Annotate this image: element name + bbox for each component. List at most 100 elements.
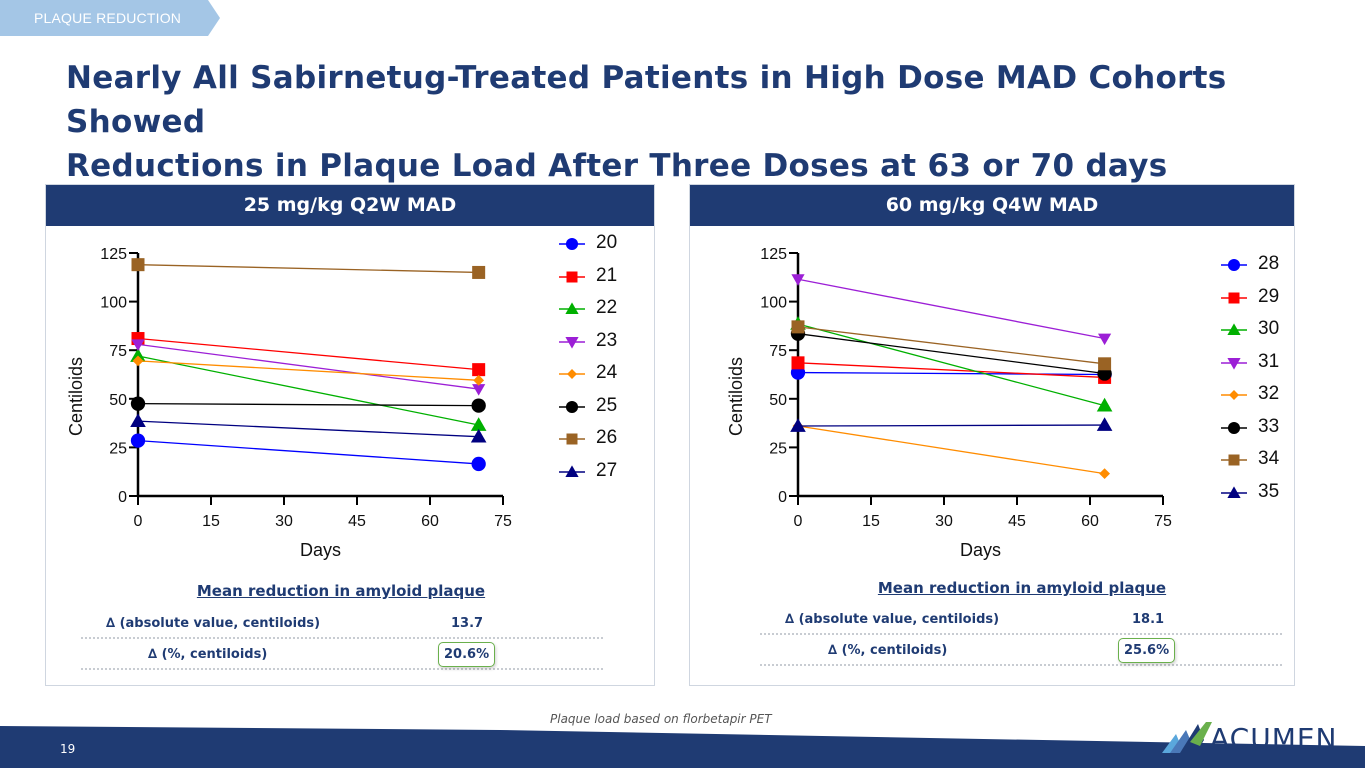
data-point: [1099, 468, 1110, 480]
y-tick-label: 0: [778, 489, 787, 506]
legend-item-33: 33: [1218, 415, 1298, 438]
stat-label-percent: ∆ (%, centiloids): [148, 647, 268, 662]
legend-marker-icon: [559, 271, 585, 282]
x-tick-label: 0: [794, 513, 803, 530]
panel-25mgkg: 25 mg/kg Q2W MAD 0 25 50 75 100 125 0 15 30 45 60 7…: [45, 184, 655, 686]
legend-label: 29: [1258, 285, 1280, 307]
legend-marker: [565, 302, 579, 314]
panel-header: 60 mg/kg Q4W MAD: [690, 185, 1294, 226]
stat-label-percent: ∆ (%, centiloids): [828, 643, 948, 658]
series-29: [791, 356, 1112, 384]
stats-title: Mean reduction in amyloid plaque: [196, 582, 486, 600]
y-tick-label: 125: [760, 246, 787, 263]
page-number: 19: [60, 742, 76, 756]
legend-marker: [565, 237, 579, 251]
stat-row-absolute: ∆ (absolute value, centiloids) 18.1: [760, 605, 1282, 635]
series-34: [791, 320, 1112, 371]
legend-label: 26: [596, 427, 618, 448]
legend-marker-icon: [1221, 258, 1247, 272]
data-point: [1096, 397, 1113, 412]
series-20: [130, 433, 486, 472]
series-22: [130, 348, 487, 431]
series-line: [797, 362, 1105, 379]
x-tick-label: 30: [275, 513, 293, 530]
legend-marker: [566, 271, 578, 282]
legend-item-30: 30: [1218, 318, 1298, 340]
legend-marker-icon: [559, 433, 585, 445]
series-24: [132, 355, 485, 386]
data-point: [131, 258, 145, 272]
series-31: [791, 274, 1112, 346]
stat-row-absolute: ∆ (absolute value, centiloids) 13.7: [81, 609, 603, 639]
series-21: [131, 332, 486, 377]
y-tick-label: 75: [109, 343, 127, 360]
legend-marker-icon: [559, 369, 585, 379]
stat-value-absolute: 13.7: [451, 616, 484, 631]
legend-label: 20: [596, 232, 618, 253]
mountain-logo-icon: [1162, 722, 1212, 753]
data-point: [1096, 417, 1113, 431]
series-line: [797, 326, 1105, 365]
legend-marker: [565, 464, 579, 477]
slide-title: Nearly All Sabirnetug-Treated Patients i…: [66, 56, 1326, 188]
legend-label: 23: [596, 329, 618, 351]
legend-item-21: 21: [556, 264, 636, 287]
stat-value-percent: 25.6%: [1118, 638, 1176, 663]
legend-marker-icon: [559, 237, 585, 251]
x-tick-label: 15: [862, 513, 880, 530]
series-line: [797, 323, 1105, 407]
series-32: [792, 420, 1110, 480]
data-point: [791, 356, 805, 370]
data-point: [470, 428, 487, 443]
series-line: [137, 343, 479, 390]
x-tick-label: 0: [134, 513, 143, 530]
series-line: [797, 425, 1105, 475]
series-line: [137, 355, 479, 426]
legend-label: 32: [1258, 383, 1280, 404]
legend-item-25: 25: [556, 395, 636, 417]
legend-marker-icon: [559, 336, 585, 349]
data-point: [791, 274, 805, 286]
legend-marker: [1227, 258, 1241, 272]
data-point: [471, 456, 486, 472]
data-point: [130, 396, 146, 411]
y-tick-label: 100: [100, 295, 127, 312]
series-line: [137, 337, 479, 371]
stat-label-absolute: ∆ (absolute value, centiloids): [106, 616, 321, 631]
chart-60mgkg: 0 25 50 75 100 125 0 15 30 45 60 75 Days Centiloids: [726, 246, 1172, 560]
legend-marker: [1227, 421, 1241, 434]
section-tag: PLAQUE REDUCTION: [0, 0, 220, 36]
legend-label: 34: [1258, 448, 1280, 469]
series-35: [790, 417, 1113, 432]
data-point: [1098, 333, 1112, 346]
stat-value-absolute: 18.1: [1132, 612, 1165, 627]
legend-item-24: 24: [556, 362, 636, 384]
x-tick-label: 15: [202, 513, 220, 530]
legend-label: 33: [1258, 415, 1280, 437]
legend-label: 35: [1258, 480, 1280, 502]
data-point: [1098, 357, 1112, 371]
stat-value-percent: 20.6%: [438, 642, 496, 667]
legend-marker-icon: [1221, 323, 1247, 335]
legend-marker: [1228, 292, 1240, 303]
legend-item-20: 20: [556, 232, 636, 254]
series-line: [797, 278, 1105, 340]
legend-item-28: 28: [1218, 253, 1298, 275]
legend-item-22: 22: [556, 297, 636, 319]
series-line: [797, 424, 1105, 427]
data-point: [472, 363, 486, 377]
x-tick-label: 60: [1081, 513, 1099, 530]
data-point: [130, 433, 146, 448]
stat-row-percent: ∆ (%, centiloids) 25.6%: [760, 636, 1282, 666]
legend-item-32: 32: [1218, 383, 1298, 405]
series-line: [797, 333, 1105, 375]
legend-label: 27: [596, 459, 618, 481]
legend-label: 21: [596, 264, 618, 286]
legend-marker: [565, 336, 579, 349]
series-line: [137, 439, 479, 465]
x-tick-label: 75: [1154, 513, 1172, 530]
title-line-2: Reductions in Plaque Load After Three Do…: [66, 148, 1168, 184]
legend-marker: [566, 433, 578, 445]
series-25: [130, 396, 486, 413]
data-point: [132, 355, 144, 367]
